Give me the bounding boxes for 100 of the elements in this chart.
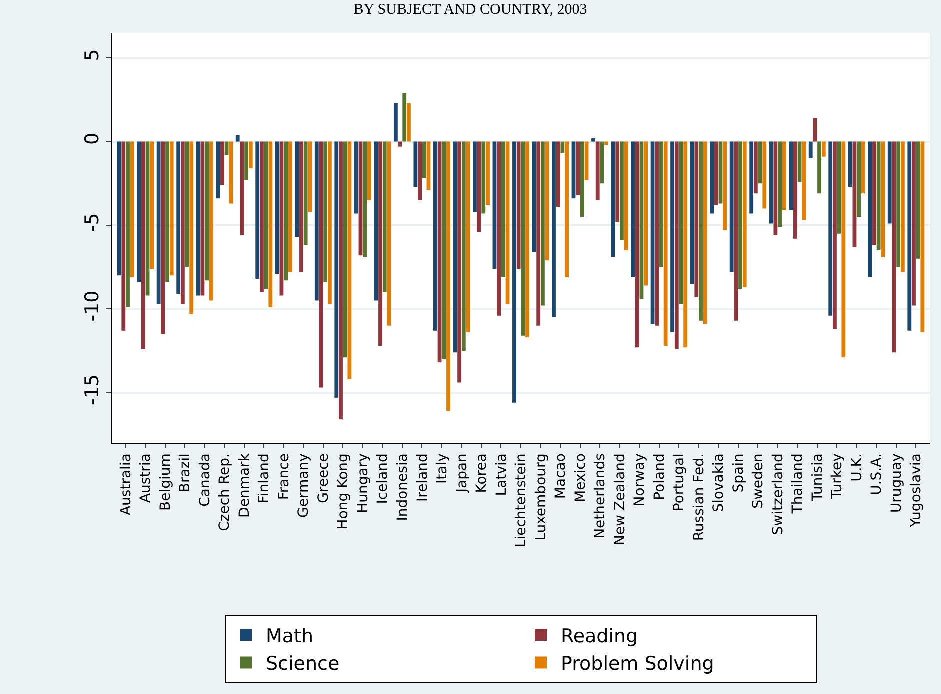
bar (196, 142, 200, 296)
x-tick-label: Italy (434, 454, 451, 484)
x-tick-label: Canada (197, 454, 214, 507)
bar (900, 142, 905, 272)
bar (141, 142, 146, 350)
bar (512, 142, 516, 403)
bar (497, 142, 502, 316)
bar (458, 142, 462, 383)
bar (220, 142, 224, 186)
x-tick-label: U.K. (849, 454, 866, 482)
bar (446, 142, 450, 412)
x-tick-label: Australia (118, 454, 134, 516)
bar (616, 142, 620, 222)
x-tick-label: Tunisia (810, 454, 826, 502)
bar (354, 142, 358, 214)
bar (837, 142, 842, 234)
bar (526, 142, 530, 338)
bar (374, 142, 378, 301)
bar (477, 142, 482, 232)
bar (166, 142, 170, 282)
bar (723, 142, 728, 230)
x-tick-label: Sweden (750, 454, 767, 509)
x-tick-label: Uruguay (888, 454, 905, 514)
x-tick-label: Poland (652, 454, 668, 500)
bar (644, 142, 648, 286)
x-tick-label: Norway (632, 454, 648, 507)
bar (714, 142, 718, 206)
x-tick-label: Indonesia (395, 454, 411, 522)
bar (604, 142, 609, 146)
bar (176, 142, 181, 294)
chart-title: BY SUBJECT AND COUNTRY, 2003 (354, 2, 588, 18)
x-tick-label: Germany (296, 454, 312, 518)
bar (684, 142, 688, 348)
bar (382, 142, 387, 292)
bar (828, 142, 833, 316)
bar (576, 142, 580, 196)
bar (670, 142, 674, 333)
x-tick-label: Japan (454, 454, 470, 494)
bar (655, 142, 660, 326)
x-tick-label: Iceland (375, 454, 392, 504)
bar (789, 142, 794, 210)
bar (742, 142, 747, 288)
bar (560, 142, 565, 154)
x-tick-label: Luxembourg (533, 454, 550, 541)
bar (438, 142, 442, 363)
bar (209, 142, 214, 301)
bar (674, 142, 679, 350)
bar (738, 142, 742, 290)
y-tick-label: -15 (81, 374, 104, 406)
bar (161, 142, 166, 334)
bar (872, 142, 876, 246)
bar (896, 142, 901, 268)
bar (339, 142, 343, 420)
bar (868, 142, 872, 278)
bar (774, 142, 778, 236)
bar (842, 142, 846, 358)
bar (888, 142, 892, 224)
bar (117, 142, 122, 276)
bar (216, 142, 220, 199)
x-tick-label: Hong Kong (336, 454, 352, 530)
bar (660, 142, 664, 268)
bar (620, 142, 624, 241)
bar (769, 142, 774, 224)
x-tick-label: Netherlands (592, 454, 609, 539)
bar (822, 142, 826, 157)
legend-label: Reading (561, 625, 638, 648)
x-tick-label: Finland (256, 454, 273, 504)
bar (122, 142, 126, 331)
bar (703, 142, 708, 324)
x-tick-label: Latvia (494, 454, 510, 496)
bar (501, 142, 506, 278)
bar (802, 142, 806, 220)
x-tick-label: Austria (138, 454, 154, 504)
bar (229, 142, 234, 204)
bar (808, 142, 813, 159)
y-tick-label: -5 (81, 213, 104, 232)
bar (394, 103, 398, 142)
bar (754, 142, 758, 194)
bar (200, 142, 205, 296)
bar (288, 142, 292, 272)
bar (348, 142, 352, 380)
bar (861, 142, 866, 194)
x-tick-label: U.S.A. (869, 454, 886, 496)
x-tick-label: Czech Rep. (217, 454, 234, 532)
bar (699, 142, 703, 321)
bar (150, 142, 154, 269)
bar (407, 103, 411, 142)
bar (260, 142, 264, 292)
bar (857, 142, 862, 218)
bar (798, 142, 802, 182)
x-tick-label: Macao (553, 454, 570, 500)
bar (378, 142, 382, 346)
legend-label: Math (266, 625, 314, 648)
bar (433, 142, 438, 331)
bar (750, 142, 754, 214)
bar (565, 142, 569, 278)
x-tick-label: Brazil (178, 454, 194, 493)
bar (156, 142, 161, 304)
bar (319, 142, 324, 388)
bar (734, 142, 738, 321)
